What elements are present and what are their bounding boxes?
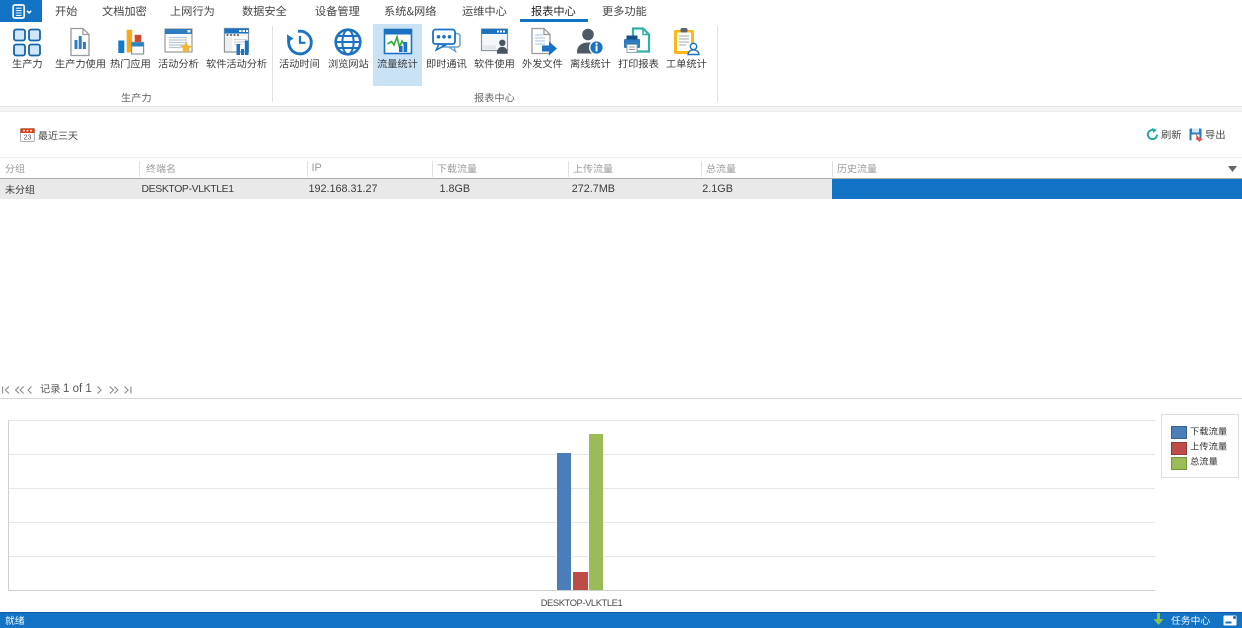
svg-text:23: 23 (24, 135, 32, 142)
